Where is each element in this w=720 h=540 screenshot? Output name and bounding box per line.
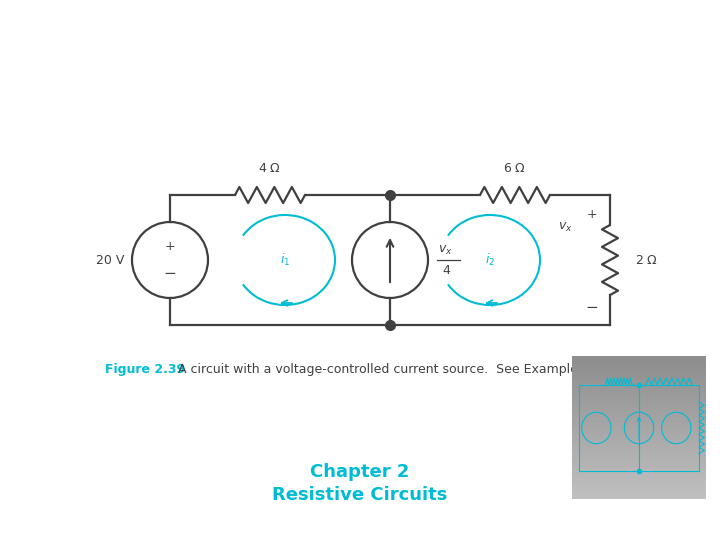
Text: Resistive Circuits: Resistive Circuits: [272, 486, 448, 504]
Text: $v_x$: $v_x$: [438, 244, 453, 256]
Text: −: −: [163, 266, 176, 280]
Text: −: −: [585, 300, 598, 314]
Text: 2 $\Omega$: 2 $\Omega$: [635, 253, 658, 267]
Text: $i_2$: $i_2$: [485, 252, 495, 268]
Text: Figure 2.39: Figure 2.39: [105, 363, 185, 376]
Text: 4 $\Omega$: 4 $\Omega$: [258, 162, 282, 175]
Text: 6 $\Omega$: 6 $\Omega$: [503, 162, 526, 175]
Text: +: +: [165, 240, 175, 253]
Text: 20 V: 20 V: [96, 253, 124, 267]
Text: A circuit with a voltage-controlled current source.  See Example 2.13.: A circuit with a voltage-controlled curr…: [170, 363, 613, 376]
Text: $i_1$: $i_1$: [280, 252, 290, 268]
Text: Chapter 2: Chapter 2: [310, 463, 410, 481]
Text: 4: 4: [442, 264, 450, 276]
Text: $v_x$: $v_x$: [558, 220, 572, 233]
Text: +: +: [587, 208, 598, 221]
